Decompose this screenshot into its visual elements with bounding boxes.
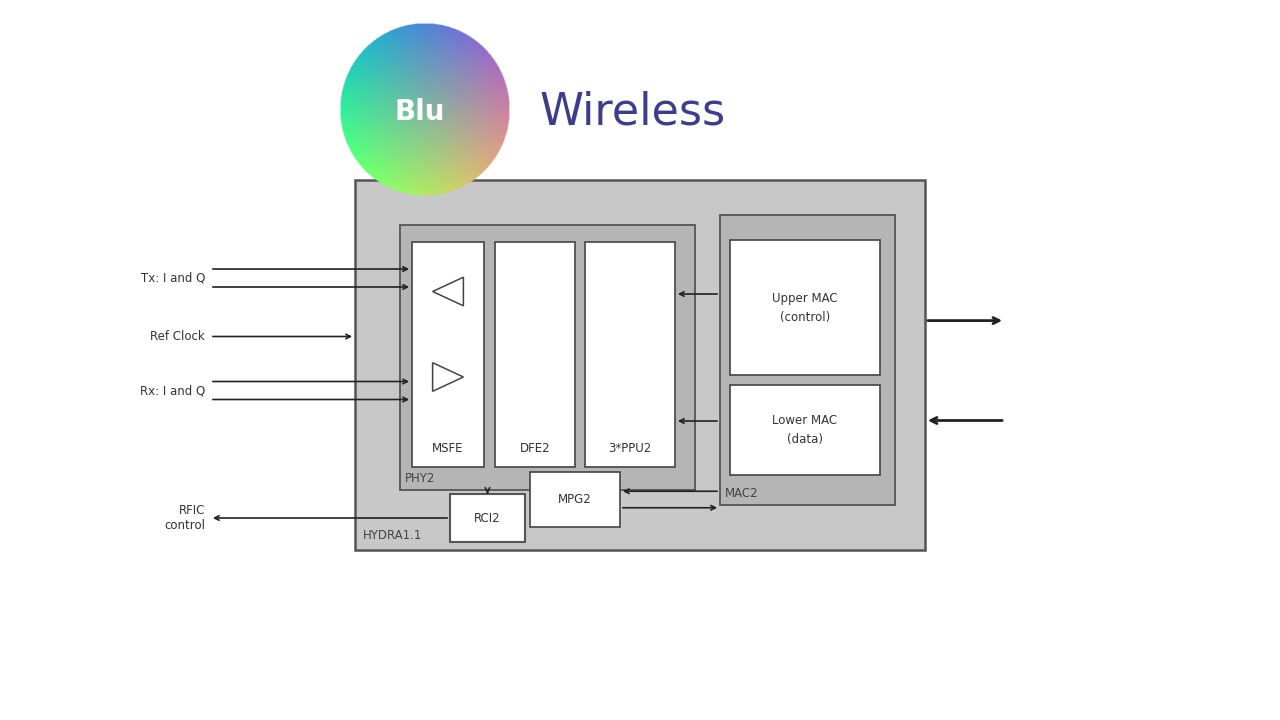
Bar [719,215,895,505]
Text: Rx: I and Q: Rx: I and Q [140,384,205,397]
Text: Blu: Blu [394,98,445,126]
Text: Ref Clock: Ref Clock [150,330,205,343]
Bar [730,240,881,375]
Bar [530,472,620,527]
Text: MSFE: MSFE [433,442,463,455]
Text: DFE2: DFE2 [520,442,550,455]
Bar [412,242,484,467]
Text: PHY2: PHY2 [404,472,435,485]
Bar [355,180,925,550]
Bar [730,385,881,475]
Bar [399,225,695,490]
Bar [451,494,525,542]
Text: RCI2: RCI2 [474,511,500,524]
Text: Wireless: Wireless [540,91,726,133]
Bar [495,242,575,467]
Text: HYDRA1.1: HYDRA1.1 [364,529,422,542]
Text: Lower MAC
(data): Lower MAC (data) [772,414,837,446]
Text: 3*PPU2: 3*PPU2 [608,442,652,455]
Bar [585,242,675,467]
Text: Upper MAC
(control): Upper MAC (control) [772,292,838,323]
Text: MPG2: MPG2 [558,493,591,506]
Text: Tx: I and Q: Tx: I and Q [141,271,205,284]
Text: RFIC
control: RFIC control [164,504,205,532]
Text: MAC2: MAC2 [724,487,759,500]
